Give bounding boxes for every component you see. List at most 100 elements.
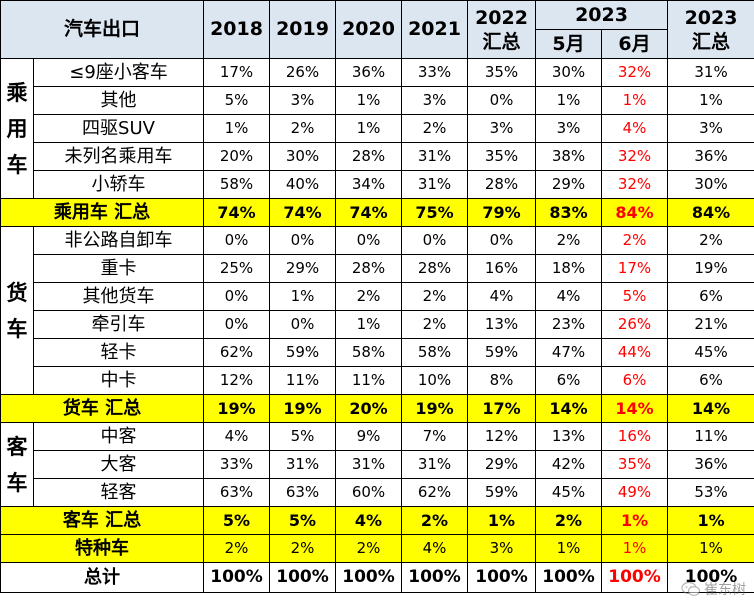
- cell-highlight: 1%: [601, 534, 669, 563]
- cell: 2%: [401, 310, 469, 339]
- cell: 19%: [667, 254, 754, 283]
- cell: 2%: [667, 226, 754, 255]
- cell: 59%: [467, 478, 537, 507]
- cell-highlight: 32%: [601, 170, 669, 199]
- header-year-2020: 2020: [335, 0, 403, 59]
- table-row: 其他货车 0% 1% 2% 2% 4% 4% 5% 6%: [1, 282, 754, 311]
- cell-highlight: 17%: [601, 254, 669, 283]
- cell: 10%: [401, 366, 469, 395]
- row-label: 中客: [32, 422, 205, 451]
- cell: 84%: [667, 198, 754, 227]
- cell: 0%: [203, 282, 271, 311]
- cell: 1%: [335, 310, 403, 339]
- cell: 31%: [401, 142, 469, 171]
- row-label: 中卡: [32, 366, 205, 395]
- cell: 100%: [467, 562, 537, 593]
- table-row: 大客 33% 31% 31% 31% 29% 42% 35% 36%: [1, 450, 754, 479]
- header-2022-year: 2022: [475, 6, 528, 29]
- cell: 1%: [667, 534, 754, 563]
- group-label-bus: 客车: [0, 422, 34, 507]
- header-year-2018: 2018: [203, 0, 271, 59]
- cell: 3%: [467, 534, 537, 563]
- cell: 29%: [467, 450, 537, 479]
- header-year-2019: 2019: [269, 0, 337, 59]
- cell: 100%: [269, 562, 337, 593]
- cell: 14%: [667, 394, 754, 423]
- group-label-truck: 货车: [0, 226, 34, 395]
- header-title: 汽车出口: [0, 0, 205, 59]
- cell: 1%: [535, 534, 603, 563]
- cell: 1%: [269, 282, 337, 311]
- cell: 1%: [535, 86, 603, 115]
- row-label: 牵引车: [32, 310, 205, 339]
- cell: 5%: [203, 506, 271, 535]
- cell: 3%: [667, 114, 754, 143]
- cell: 2%: [203, 534, 271, 563]
- grand-total-row: 总计 100% 100% 100% 100% 100% 100% 100% 10…: [0, 562, 754, 593]
- cell: 58%: [203, 170, 271, 199]
- table-row: 四驱SUV 1% 2% 1% 2% 3% 3% 4% 3%: [1, 114, 754, 143]
- cell: 58%: [335, 338, 403, 367]
- header-may: 5月: [535, 29, 603, 59]
- cell: 6%: [667, 366, 754, 395]
- cell: 8%: [467, 366, 537, 395]
- cell: 59%: [467, 338, 537, 367]
- cell: 6%: [535, 366, 603, 395]
- cell: 34%: [335, 170, 403, 199]
- table-row: 客车 中客 4% 5% 9% 7% 12% 13% 16% 11%: [0, 422, 754, 507]
- row-label: 四驱SUV: [32, 114, 205, 143]
- cell: 2%: [535, 506, 603, 535]
- row-label: 货车 汇总: [0, 394, 205, 423]
- row-label: 大客: [32, 450, 205, 479]
- cell-highlight: 44%: [601, 338, 669, 367]
- cell: 45%: [667, 338, 754, 367]
- cell: 2%: [269, 114, 337, 143]
- cell-highlight: 32%: [601, 142, 669, 171]
- cell: 0%: [269, 310, 337, 339]
- table-row: 小轿车 58% 40% 34% 31% 28% 29% 32% 30%: [1, 170, 754, 199]
- header-year-2021: 2021: [401, 0, 469, 59]
- cell: 17%: [203, 58, 271, 87]
- subtotal-row-truck: 货车 汇总 19% 19% 20% 19% 17% 14% 14% 14%: [0, 394, 754, 423]
- cell: 83%: [535, 198, 603, 227]
- cell: 74%: [269, 198, 337, 227]
- table-row: 重卡 25% 29% 28% 28% 16% 18% 17% 19%: [1, 254, 754, 283]
- cell-highlight: 6%: [601, 366, 669, 395]
- cell: 17%: [467, 394, 537, 423]
- cell-highlight: 100%: [601, 562, 669, 593]
- cell: 28%: [401, 254, 469, 283]
- cell: 29%: [269, 254, 337, 283]
- cell: 74%: [335, 198, 403, 227]
- cell: 0%: [269, 226, 337, 255]
- cell: 1%: [467, 506, 537, 535]
- cell: 47%: [535, 338, 603, 367]
- cell-highlight: 26%: [601, 310, 669, 339]
- header-2022-total: 2022 汇总: [467, 0, 537, 59]
- cell: 5%: [203, 86, 271, 115]
- cell: 11%: [667, 422, 754, 451]
- cell: 19%: [203, 394, 271, 423]
- cell: 11%: [335, 366, 403, 395]
- cell: 3%: [467, 114, 537, 143]
- row-label: 特种车: [0, 534, 205, 563]
- cell: 12%: [203, 366, 271, 395]
- row-label: ≤9座小客车: [32, 58, 205, 87]
- cell: 4%: [467, 282, 537, 311]
- row-label: 轻客: [32, 478, 205, 507]
- cell: 1%: [335, 86, 403, 115]
- cell: 4%: [401, 534, 469, 563]
- cell: 60%: [335, 478, 403, 507]
- cell: 31%: [401, 170, 469, 199]
- table-row: 轻客 63% 63% 60% 62% 59% 45% 49% 53%: [1, 478, 754, 507]
- cell: 28%: [467, 170, 537, 199]
- cell: 12%: [467, 422, 537, 451]
- cell: 2%: [401, 506, 469, 535]
- table-row: 牵引车 0% 0% 1% 2% 13% 23% 26% 21%: [1, 310, 754, 339]
- cell: 100%: [401, 562, 469, 593]
- cell: 2%: [401, 282, 469, 311]
- watermark-text: 崔东树: [704, 582, 746, 598]
- cell: 2%: [335, 534, 403, 563]
- header-2023-total: 2023 汇总: [667, 0, 754, 59]
- cell: 36%: [667, 142, 754, 171]
